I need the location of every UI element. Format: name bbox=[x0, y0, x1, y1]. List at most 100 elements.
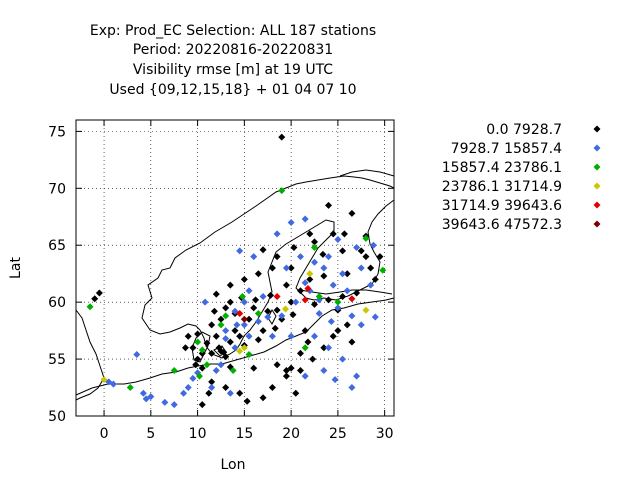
data-point-series-1 bbox=[254, 318, 262, 326]
y-tick-label: 50 bbox=[48, 409, 66, 425]
data-point-series-3 bbox=[240, 344, 248, 352]
data-point-series-0 bbox=[296, 287, 304, 295]
data-point-series-0 bbox=[205, 389, 213, 397]
data-point-series-0 bbox=[184, 332, 192, 340]
data-point-series-1 bbox=[222, 335, 230, 343]
data-point-series-0 bbox=[217, 315, 225, 323]
data-point-series-1 bbox=[217, 361, 225, 369]
data-point-series-1 bbox=[139, 389, 147, 397]
data-point-series-0 bbox=[222, 304, 230, 312]
x-tick-label: 5 bbox=[146, 426, 155, 442]
data-point-series-0 bbox=[252, 296, 260, 304]
legend-marker bbox=[593, 163, 601, 171]
plot-frame bbox=[75, 119, 395, 417]
data-point-series-0 bbox=[311, 300, 318, 308]
data-point-series-3 bbox=[236, 347, 244, 355]
data-point-series-0 bbox=[210, 307, 218, 315]
data-point-series-1 bbox=[245, 287, 253, 295]
data-point-series-0 bbox=[287, 364, 295, 372]
data-point-series-1 bbox=[301, 372, 309, 380]
data-point-series-0 bbox=[254, 270, 262, 278]
data-points bbox=[86, 133, 387, 409]
data-point-series-1 bbox=[133, 351, 141, 359]
data-point-series-0 bbox=[226, 281, 234, 289]
data-point-series-2 bbox=[126, 384, 134, 392]
data-point-series-1 bbox=[278, 312, 286, 320]
data-point-series-1 bbox=[259, 292, 267, 300]
data-point-series-1 bbox=[226, 389, 234, 397]
data-point-series-0 bbox=[220, 348, 228, 356]
data-point-series-1 bbox=[212, 366, 220, 374]
data-point-series-0 bbox=[287, 298, 295, 306]
data-point-series-0 bbox=[343, 321, 351, 329]
data-point-series-1 bbox=[170, 401, 178, 409]
data-point-series-2 bbox=[362, 234, 370, 242]
data-point-series-5 bbox=[240, 315, 248, 323]
data-point-series-1 bbox=[329, 281, 337, 289]
data-point-series-0 bbox=[334, 327, 342, 335]
data-point-series-0 bbox=[296, 366, 304, 374]
data-point-series-0 bbox=[371, 275, 379, 283]
data-point-series-1 bbox=[109, 380, 117, 388]
data-point-series-1 bbox=[353, 244, 361, 252]
data-point-series-0 bbox=[208, 349, 216, 357]
data-point-series-0 bbox=[306, 275, 314, 283]
data-point-series-0 bbox=[271, 324, 279, 332]
data-point-series-1 bbox=[208, 384, 216, 392]
data-point-series-2 bbox=[238, 292, 246, 300]
data-point-series-2 bbox=[245, 351, 253, 359]
data-point-series-1 bbox=[287, 218, 295, 226]
data-point-series-0 bbox=[273, 253, 281, 261]
data-point-series-0 bbox=[273, 306, 281, 314]
data-point-series-0 bbox=[259, 246, 267, 254]
data-point-series-1 bbox=[367, 281, 375, 289]
data-point-series-4 bbox=[304, 284, 312, 292]
data-point-series-0 bbox=[231, 327, 239, 335]
data-point-series-1 bbox=[233, 321, 241, 329]
x-tick-label: 30 bbox=[376, 426, 394, 442]
data-point-series-0 bbox=[254, 336, 262, 344]
data-point-series-0 bbox=[268, 264, 276, 272]
data-point-series-0 bbox=[194, 330, 202, 338]
data-point-series-0 bbox=[250, 304, 258, 312]
data-point-series-4 bbox=[301, 296, 309, 304]
data-point-series-1 bbox=[339, 355, 347, 363]
data-point-series-0 bbox=[226, 338, 234, 346]
data-point-series-1 bbox=[339, 270, 347, 278]
data-point-series-1 bbox=[311, 258, 318, 266]
data-point-series-0 bbox=[367, 264, 375, 272]
data-point-series-2 bbox=[194, 338, 202, 346]
axis-ticks: 0 5 10 15 20 25 30 50 55 60 65 70 75 bbox=[48, 120, 394, 442]
data-point-series-2 bbox=[315, 292, 323, 300]
data-point-series-0 bbox=[203, 339, 211, 347]
data-point-series-1 bbox=[240, 298, 248, 306]
data-point-series-0 bbox=[91, 295, 99, 303]
data-point-series-1 bbox=[325, 253, 333, 261]
data-point-series-0 bbox=[240, 275, 248, 283]
data-point-series-1 bbox=[343, 287, 351, 295]
data-point-series-0 bbox=[273, 361, 281, 369]
coastline-map bbox=[75, 169, 395, 401]
data-point-series-0 bbox=[198, 401, 206, 409]
data-point-series-0 bbox=[215, 344, 223, 352]
data-point-series-2 bbox=[334, 298, 342, 306]
data-point-series-0 bbox=[296, 349, 304, 357]
data-point-series-3 bbox=[100, 376, 108, 384]
data-point-series-2 bbox=[203, 361, 211, 369]
data-point-series-1 bbox=[371, 313, 379, 321]
x-tick-label: 20 bbox=[282, 426, 300, 442]
x-tick-label: 0 bbox=[100, 426, 109, 442]
data-point-series-0 bbox=[226, 298, 234, 306]
x-tick-label: 10 bbox=[189, 426, 207, 442]
data-point-series-4 bbox=[273, 292, 281, 300]
legend: 0.0 7928.7 7928.7 15857.4 15857.4 23786.1 2… bbox=[442, 122, 601, 233]
data-point-series-0 bbox=[236, 332, 244, 340]
data-point-series-1 bbox=[357, 264, 365, 272]
data-point-series-0 bbox=[357, 247, 365, 255]
data-point-series-4 bbox=[348, 295, 356, 303]
y-tick-label: 60 bbox=[48, 295, 66, 311]
y-tick-label: 70 bbox=[48, 181, 66, 197]
data-point-series-0 bbox=[289, 311, 297, 319]
data-point-series-2 bbox=[254, 310, 262, 318]
data-point-series-0 bbox=[212, 290, 220, 298]
